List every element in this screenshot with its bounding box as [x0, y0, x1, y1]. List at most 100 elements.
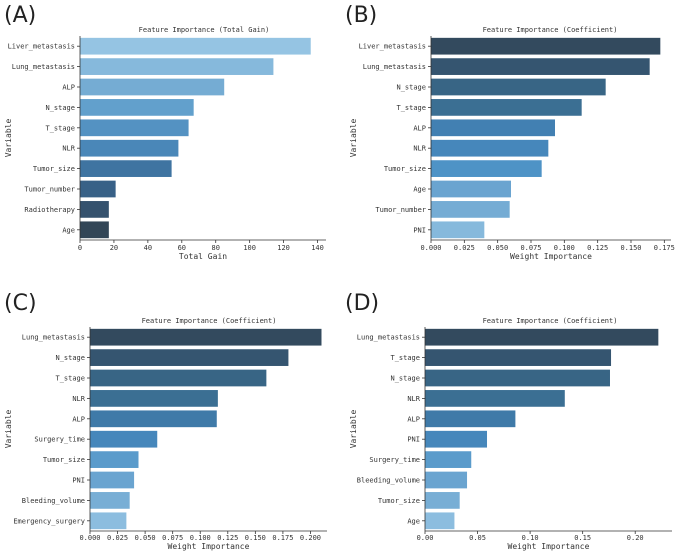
- panel-c-xtick-label: 0.025: [107, 534, 128, 542]
- panel-a-bar-tumor-size: [80, 160, 172, 177]
- panel-d-letter: (D): [345, 291, 379, 316]
- panel-d-category-label: T_stage: [390, 354, 420, 362]
- panel-b-xtick-label: 0.075: [520, 244, 541, 252]
- panel-a-category-label: NLR: [62, 145, 75, 153]
- panel-c-xlabel: Weight Importance: [168, 542, 250, 551]
- panel-d-xtick-label: 0.10: [522, 534, 539, 542]
- panel-c-category-label: Tumor_size: [43, 456, 85, 464]
- panel-b-xtick-label: 0.100: [554, 244, 575, 252]
- panel-d-bar-pni: [425, 430, 488, 448]
- panel-d-xlabel: Weight Importance: [508, 542, 590, 551]
- panel-d-category-label: PNI: [407, 436, 420, 444]
- panel-c-xtick-label: 0.075: [162, 534, 183, 542]
- panel-b-bar-alp: [431, 119, 555, 137]
- panel-a-bar-t-stage: [80, 119, 189, 137]
- panel-b-bar-t-stage: [431, 99, 582, 116]
- panel-d-title: Feature Importance (Coefficient): [483, 317, 618, 325]
- panel-b-category-label: T_stage: [396, 104, 426, 112]
- panel-a-xtick-label: 20: [110, 244, 118, 252]
- panel-b-category-label: NLR: [413, 145, 426, 153]
- panel-b: (B) Feature Importance (Coefficient) Liver…: [345, 3, 675, 261]
- panel-a-bar-alp: [80, 78, 225, 96]
- panel-b-category-label: Lung_metastasis: [363, 63, 426, 71]
- panel-b-category-label: PNI: [413, 226, 426, 234]
- panel-b-bar-age: [431, 180, 511, 198]
- panel-c-category-label: NLR: [72, 395, 85, 403]
- panel-a-category-label: Tumor_number: [24, 186, 75, 194]
- panel-b-category-label: Age: [413, 186, 426, 194]
- panel-d-xtick-label: 0.20: [627, 534, 644, 542]
- panel-b-xtick-label: 0.050: [487, 244, 508, 252]
- panel-a-category-label: Age: [62, 226, 75, 234]
- panel-d-bar-age: [425, 512, 455, 530]
- panel-a-category-label: Liver_metastasis: [8, 43, 75, 51]
- panel-b-bar-pni: [431, 221, 485, 239]
- panel-d: (D) Feature Importance (Coefficient) Lung_…: [345, 291, 672, 551]
- panel-c-xtick-label: 0.050: [135, 534, 156, 542]
- panel-a-title: Feature Importance (Total Gain): [139, 26, 270, 34]
- panel-c-xtick-label: 0.150: [245, 534, 266, 542]
- panel-c-bar-pni: [90, 471, 135, 489]
- panel-b-bar-n-stage: [431, 78, 606, 96]
- panel-b-xtick-label: 0.125: [587, 244, 608, 252]
- panel-b-xtick-label: 0.150: [620, 244, 641, 252]
- panel-d-bar-bleeding-volume: [425, 471, 468, 489]
- panel-c-bar-t-stage: [90, 369, 267, 387]
- panel-c-xtick-label: 0.175: [272, 534, 293, 542]
- panel-a-category-label: Tumor_size: [33, 165, 75, 173]
- panel-d-ylabel: Variable: [349, 410, 358, 449]
- panel-c-category-label: N_stage: [55, 354, 85, 362]
- panel-c-xtick-label: 0.200: [300, 534, 321, 542]
- panel-d-bar-t-stage: [425, 349, 612, 366]
- panel-a-xtick-label: 100: [243, 244, 256, 252]
- panel-c-xtick-label: 0.125: [217, 534, 238, 542]
- panel-c-letter: (C): [4, 291, 37, 316]
- panel-a-xtick-label: 80: [212, 244, 220, 252]
- panel-b-xtick-label: 0.000: [420, 244, 441, 252]
- panel-a-xtick-label: 40: [144, 244, 152, 252]
- panel-b-bar-tumor-number: [431, 201, 510, 218]
- panel-b-title: Feature Importance (Coefficient): [483, 26, 618, 34]
- panel-c-ylabel: Variable: [4, 410, 13, 449]
- panel-d-category-label: Age: [407, 517, 420, 525]
- panel-a-xlabel: Total Gain: [179, 252, 227, 261]
- panel-d-xtick-label: 0.15: [574, 534, 591, 542]
- panel-d-category-label: NLR: [407, 395, 420, 403]
- panel-c-bar-nlr: [90, 390, 218, 407]
- panel-d-category-label: Tumor_size: [378, 497, 420, 505]
- panel-a-ylabel: Variable: [4, 119, 13, 158]
- panel-c-bar-emergency-surgery: [90, 512, 127, 530]
- panel-c-category-label: Surgery_time: [34, 436, 85, 444]
- panel-a-bar-tumor-number: [80, 180, 116, 198]
- panel-d-category-label: Lung_metastasis: [357, 334, 420, 342]
- panel-a-category-label: Radiotherapy: [24, 206, 75, 214]
- panel-c-category-label: Emergency_surgery: [13, 517, 85, 525]
- panel-a-bar-n-stage: [80, 99, 194, 116]
- panel-c-bar-surgery-time: [90, 430, 158, 448]
- panel-a-xtick-label: 0: [78, 244, 82, 252]
- panel-a-bar-nlr: [80, 139, 179, 157]
- panel-a-xtick-label: 120: [277, 244, 290, 252]
- panel-d-category-label: N_stage: [390, 375, 420, 383]
- panel-c-xtick-label: 0.000: [79, 534, 100, 542]
- panel-c: (C) Feature Importance (Coefficient) Lung_…: [4, 291, 327, 551]
- panel-c-bar-bleeding-volume: [90, 492, 130, 509]
- panel-b-xlabel: Weight Importance: [510, 252, 592, 261]
- panel-b-bar-tumor-size: [431, 160, 542, 177]
- panel-a-letter: (A): [4, 3, 36, 28]
- panel-b-letter: (B): [345, 3, 377, 28]
- panel-d-category-label: Bleeding_volume: [357, 477, 420, 485]
- panel-d-xtick-label: 0.00: [417, 534, 434, 542]
- panel-b-xtick-label: 0.175: [654, 244, 675, 252]
- panel-a-bar-lung-metastasis: [80, 58, 274, 75]
- panel-c-xtick-label: 0.100: [190, 534, 211, 542]
- panel-b-xtick-label: 0.025: [454, 244, 475, 252]
- panel-b-category-label: N_stage: [396, 84, 426, 92]
- panel-c-title: Feature Importance (Coefficient): [142, 317, 277, 325]
- panel-b-bar-nlr: [431, 139, 549, 157]
- panel-b-category-label: Tumor_number: [375, 206, 426, 214]
- panel-c-bar-n-stage: [90, 349, 289, 366]
- panel-a-category-label: Lung_metastasis: [12, 63, 75, 71]
- panel-d-bar-n-stage: [425, 369, 610, 387]
